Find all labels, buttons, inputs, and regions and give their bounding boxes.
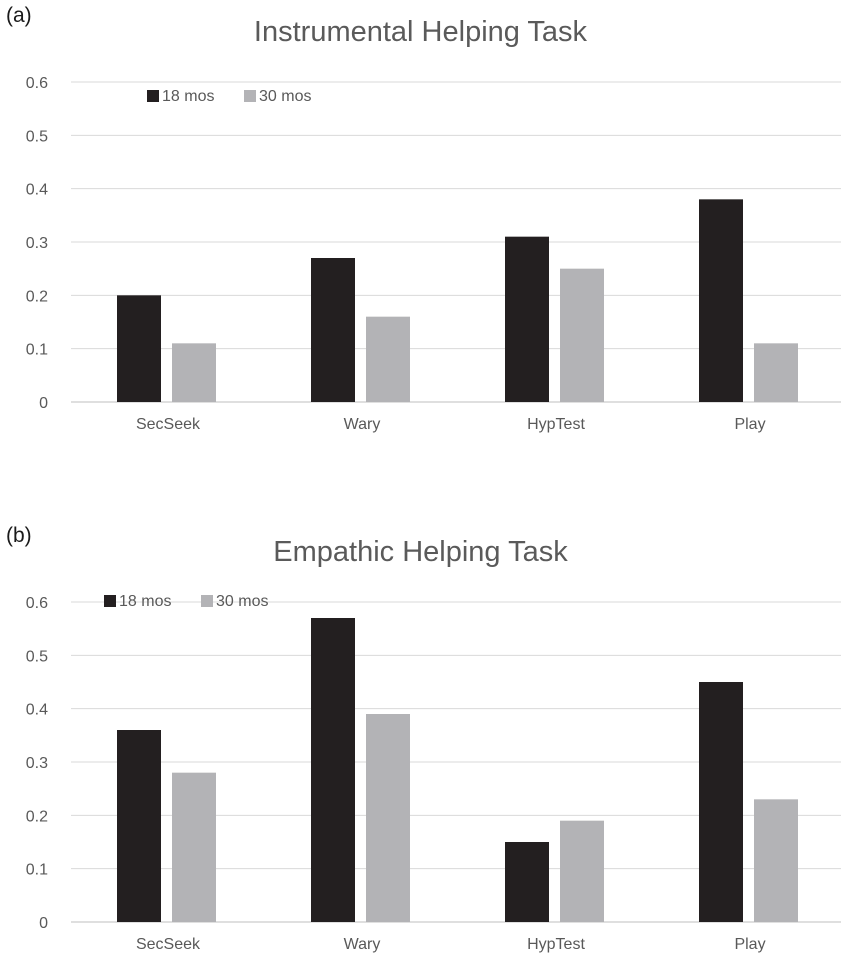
chart-a-plot: 0 0.1 0.2 0.3 0.4 0.5 0.6 SecSeek Wary HypTest Pla… — [26, 75, 841, 433]
y-tick-label-b-5: 0.5 — [26, 648, 48, 665]
y-tick-label-a-0: 0 — [39, 395, 48, 412]
bar-a-secseek-30mos — [172, 343, 216, 402]
y-tick-label-a-6: 0.6 — [26, 75, 48, 92]
x-tick-label-b-1: Wary — [344, 936, 381, 953]
x-tick-label-a-0: SecSeek — [136, 416, 201, 433]
y-tick-label-b-2: 0.2 — [26, 808, 48, 825]
x-tick-label-a-1: Wary — [344, 416, 381, 433]
bar-a-secseek-18mos — [117, 295, 161, 402]
bar-b-secseek-30mos — [172, 772, 216, 922]
bar-a-wary-18mos — [311, 258, 355, 402]
bar-a-play-30mos — [754, 343, 798, 402]
y-tick-label-a-1: 0.1 — [26, 342, 48, 359]
bar-b-wary-18mos — [311, 618, 355, 922]
legend-label-b-0: 18 mos — [119, 593, 171, 610]
bar-a-hyptest-30mos — [560, 268, 604, 402]
panel-label-b: (b) — [6, 524, 32, 547]
chart-b-plot: 0 0.1 0.2 0.3 0.4 0.5 0.6 SecSeek Wary HypTest Pla… — [26, 593, 841, 953]
x-tick-label-b-2: HypTest — [527, 936, 585, 953]
y-tick-label-b-6: 0.6 — [26, 595, 48, 612]
y-tick-label-a-3: 0.3 — [26, 235, 48, 252]
bar-b-hyptest-30mos — [560, 820, 604, 922]
x-tick-label-b-3: Play — [734, 936, 765, 953]
y-tick-label-b-1: 0.1 — [26, 862, 48, 879]
legend-swatch-a-0 — [147, 90, 159, 102]
legend-label-a-0: 18 mos — [162, 88, 214, 105]
chart-title-b: Empathic Helping Task — [273, 536, 568, 568]
y-tick-label-b-4: 0.4 — [26, 702, 48, 719]
y-tick-label-a-2: 0.2 — [26, 288, 48, 305]
x-tick-label-b-0: SecSeek — [136, 936, 201, 953]
bar-a-hyptest-18mos — [505, 236, 549, 402]
y-tick-label-a-4: 0.4 — [26, 182, 48, 199]
legend-swatch-a-1 — [244, 90, 256, 102]
chart-panel-b: 0 0.1 0.2 0.3 0.4 0.5 0.6 SecSeek Wary HypTest Pla… — [0, 520, 841, 963]
legend-label-b-1: 30 mos — [216, 593, 268, 610]
y-tick-label-b-3: 0.3 — [26, 755, 48, 772]
bar-a-wary-30mos — [366, 316, 410, 402]
bar-b-hyptest-18mos — [505, 842, 549, 922]
bar-b-play-18mos — [699, 682, 743, 922]
legend-swatch-b-1 — [201, 595, 213, 607]
legend-swatch-b-0 — [104, 595, 116, 607]
bar-b-secseek-18mos — [117, 730, 161, 922]
chart-title-a: Instrumental Helping Task — [253, 16, 588, 48]
bar-b-play-30mos — [754, 799, 798, 922]
bar-b-wary-30mos — [366, 714, 410, 922]
x-tick-label-a-3: Play — [734, 416, 765, 433]
bar-a-play-18mos — [699, 199, 743, 402]
y-tick-label-a-5: 0.5 — [26, 128, 48, 145]
panel-label-a: (a) — [6, 4, 32, 27]
chart-panel-a: 0 0.1 0.2 0.3 0.4 0.5 0.6 SecSeek Wary HypTest Pla… — [0, 0, 841, 470]
x-tick-label-a-2: HypTest — [527, 416, 585, 433]
y-tick-label-b-0: 0 — [39, 915, 48, 932]
legend-label-a-1: 30 mos — [259, 88, 311, 105]
